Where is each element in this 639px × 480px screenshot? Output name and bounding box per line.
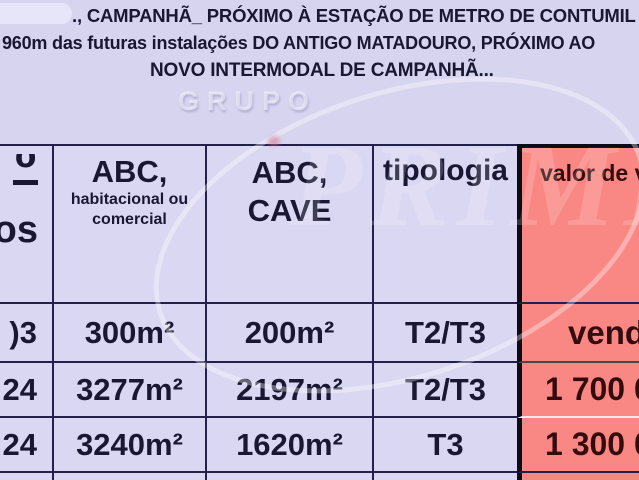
header-col1-fragment: gos (0, 209, 38, 251)
cell-partial-row (0, 473, 54, 480)
header-abc-label: ABC, (91, 154, 168, 189)
header-comercial-label: comercial (92, 211, 167, 228)
header-habitacional-label: habitacional ou (70, 191, 189, 208)
header-abc-cave-label: ABC, (251, 155, 328, 190)
header-cell-numero-artigos: º gos (0, 144, 54, 304)
watermark-grupo-text: GRUPO (178, 86, 318, 116)
cell-r1-abc: 300m² (54, 304, 207, 363)
header-cell-abc-habitacional: ABC, habitacional ou comercial (54, 144, 207, 304)
cell-r2-artigo: 24 (0, 363, 54, 418)
property-table: º gos ABC, habitacional ou comercial ABC… (0, 144, 639, 480)
cell-r1-artigo: )3 (0, 304, 54, 363)
cell-r3-tipologia: T3 (374, 418, 517, 473)
header-cave-label: CAVE (247, 193, 332, 228)
cell-r2-cave: 2197m² (207, 363, 374, 418)
cell-r1-valor: vendido (517, 304, 639, 363)
cell-partial-row (517, 473, 639, 480)
cell-r2-tipologia: T2/T3 (374, 363, 517, 418)
pink-smudge-artifact (268, 136, 280, 146)
page-title-line-1: ., CAMPANHÃ_ PRÓXIMO À ESTAÇÃO DE METRO … (72, 5, 636, 26)
page-title-line-2: 960m das futuras instalações DO ANTIGO M… (2, 33, 596, 53)
page-title-line-3: NOVO INTERMODAL DE CAMPANHÃ... (150, 60, 494, 81)
header-cell-tipologia: tipologia (374, 144, 517, 304)
cell-r1-cave: 200m² (207, 304, 374, 363)
header-cell-valor-venda: valor de venda (517, 144, 639, 304)
cell-r3-valor: 1 300 000 (517, 418, 639, 473)
cell-partial-row (207, 473, 374, 480)
cell-r3-artigo: 24 (0, 418, 54, 473)
ordinal-indicator: º (12, 154, 38, 185)
cell-r2-abc: 3277m² (54, 363, 207, 418)
cell-r3-abc: 3240m² (54, 418, 207, 473)
redaction-box (0, 3, 72, 24)
cell-r3-cave: 1620m² (207, 418, 374, 473)
header-cell-abc-cave: ABC, CAVE (207, 144, 374, 304)
cell-partial-row (54, 473, 207, 480)
cell-r1-tipologia: T2/T3 (374, 304, 517, 363)
cell-r2-valor: 1 700 000 (517, 363, 639, 418)
cell-partial-row (374, 473, 517, 480)
